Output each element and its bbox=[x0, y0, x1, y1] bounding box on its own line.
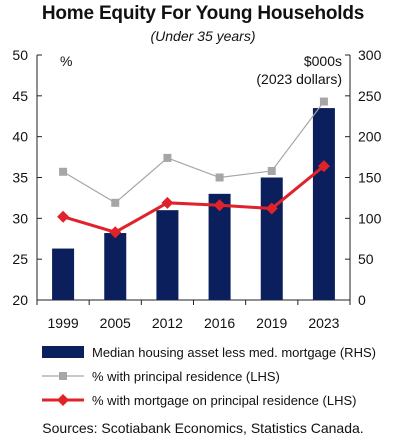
chart-title: Home Equity For Young Households bbox=[41, 3, 365, 24]
left-axis-unit-label: % bbox=[60, 53, 72, 69]
legend-marker-mortgage bbox=[57, 394, 69, 406]
x-tick-label: 1999 bbox=[48, 315, 79, 331]
x-tick-label: 2023 bbox=[308, 315, 339, 331]
point-mortgage bbox=[57, 210, 70, 223]
left-tick-label: 50 bbox=[12, 47, 28, 63]
right-tick-label: 100 bbox=[358, 210, 382, 226]
right-tick-label: 150 bbox=[358, 170, 382, 186]
point-mortgage bbox=[265, 202, 278, 215]
right-tick-label: 300 bbox=[358, 47, 382, 63]
right-tick-label: 250 bbox=[358, 88, 382, 104]
right-tick-label: 0 bbox=[358, 292, 366, 308]
bar-median-equity bbox=[52, 248, 75, 300]
legend-label-principal-residence: % with principal residence (LHS) bbox=[92, 369, 280, 384]
x-tick-label: 2016 bbox=[204, 315, 235, 331]
right-axis-unit-label: $000s bbox=[304, 53, 342, 69]
x-tick-label: 2005 bbox=[100, 315, 131, 331]
point-principal-residence bbox=[215, 173, 224, 182]
point-principal-residence bbox=[267, 166, 276, 175]
left-tick-label: 40 bbox=[12, 129, 28, 145]
line-principal-residence bbox=[62, 101, 325, 204]
bar-median-equity bbox=[156, 210, 179, 300]
legend-label-mortgage: % with mortgage on principal residence (… bbox=[92, 393, 356, 408]
sources-note: Sources: Scotiabank Economics, Statistic… bbox=[42, 420, 364, 436]
right-axis-unit-label-2: (2023 dollars) bbox=[256, 71, 342, 87]
legend-swatch-bar bbox=[42, 346, 84, 358]
left-tick-label: 25 bbox=[12, 251, 28, 267]
point-mortgage bbox=[109, 226, 122, 239]
legend-label-bar: Median housing asset less med. mortgage … bbox=[92, 345, 376, 360]
bar-median-equity bbox=[208, 193, 231, 300]
line-mortgage bbox=[62, 164, 325, 234]
x-tick-label: 2019 bbox=[256, 315, 287, 331]
left-tick-label: 35 bbox=[12, 170, 28, 186]
x-tick-label: 2012 bbox=[152, 315, 183, 331]
bar-median-equity bbox=[312, 108, 335, 300]
left-tick-label: 20 bbox=[12, 292, 28, 308]
legend-marker-principal-residence bbox=[59, 372, 67, 380]
point-principal-residence bbox=[59, 167, 68, 176]
bar-median-equity bbox=[104, 233, 127, 300]
point-mortgage bbox=[213, 199, 226, 212]
right-tick-label: 200 bbox=[358, 129, 382, 145]
bar-median-equity bbox=[260, 177, 283, 300]
point-mortgage bbox=[317, 160, 330, 173]
point-principal-residence bbox=[163, 153, 172, 162]
chart-subtitle: (Under 35 years) bbox=[150, 28, 256, 44]
point-mortgage bbox=[161, 196, 174, 209]
left-tick-label: 30 bbox=[12, 210, 28, 226]
point-principal-residence bbox=[319, 97, 328, 106]
point-principal-residence bbox=[111, 198, 120, 207]
right-tick-label: 50 bbox=[358, 251, 374, 267]
left-tick-label: 45 bbox=[12, 88, 28, 104]
